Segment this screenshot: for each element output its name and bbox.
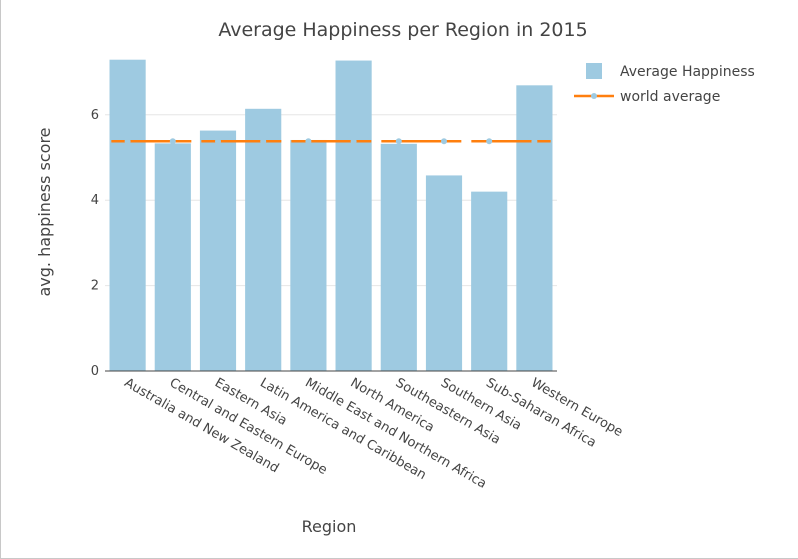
legend-label[interactable]: world average (620, 89, 720, 105)
world-average-marker[interactable] (350, 138, 357, 145)
world-average-marker[interactable] (441, 138, 447, 145)
bar[interactable] (199, 130, 237, 371)
bar[interactable] (154, 143, 191, 371)
world-average-marker[interactable] (486, 138, 493, 145)
bar[interactable] (425, 175, 463, 371)
y-tick-label: 4 (91, 193, 99, 208)
world-average-marker[interactable] (124, 138, 131, 145)
world-average-series (111, 138, 551, 145)
bar[interactable] (516, 85, 553, 372)
bar[interactable] (109, 59, 146, 371)
bar[interactable] (290, 139, 327, 371)
legend-label[interactable]: Average Happiness (620, 64, 755, 80)
y-axis-title: avg. happiness score (35, 127, 54, 296)
x-axis-title: Region (302, 517, 357, 536)
legend-swatch-marker (591, 93, 597, 99)
bar[interactable] (245, 108, 282, 371)
y-tick-label: 0 (91, 364, 99, 379)
bar-series (109, 59, 553, 372)
world-average-marker[interactable] (395, 138, 402, 145)
bar[interactable] (471, 191, 508, 371)
world-average-marker[interactable] (305, 138, 312, 145)
world-average-marker[interactable] (260, 138, 267, 145)
chart-title: Average Happiness per Region in 2015 (218, 19, 587, 41)
legend[interactable]: Average Happiness world average (574, 63, 755, 105)
world-average-marker[interactable] (215, 138, 221, 145)
y-tick-label: 2 (91, 279, 99, 294)
world-average-marker[interactable] (169, 138, 176, 145)
legend-swatch-bar[interactable] (586, 63, 602, 79)
bar[interactable] (380, 143, 417, 371)
world-average-marker[interactable] (531, 138, 538, 145)
y-tick-label: 6 (91, 108, 99, 123)
bar[interactable] (335, 60, 372, 371)
